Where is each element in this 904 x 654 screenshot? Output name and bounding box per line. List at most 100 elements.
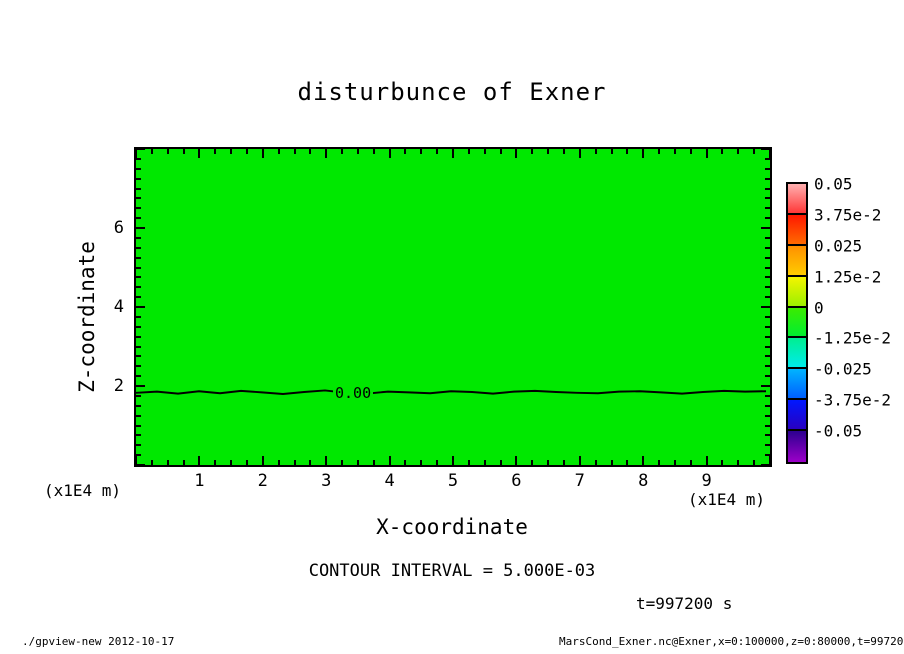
x-tick-bottom	[610, 460, 613, 465]
y-tick-right	[765, 335, 770, 338]
colorbar-band	[788, 276, 806, 308]
x-tick-top	[293, 149, 296, 154]
colorbar-band	[788, 369, 806, 401]
colorbar-tick-label: 3.75e-2	[814, 205, 882, 225]
x-tick-top	[547, 149, 550, 154]
x-tick-bottom	[372, 460, 375, 465]
x-tick-top	[642, 149, 645, 158]
x-tick-bottom	[436, 460, 439, 465]
y-tick-right	[761, 385, 770, 387]
colorbar-tick-label: 0.05	[814, 174, 853, 194]
colorbar-tick-label: 0	[814, 298, 824, 318]
y-tick-left	[136, 365, 141, 368]
x-tick-top	[372, 149, 375, 154]
x-tick-top	[166, 149, 169, 154]
y-tick-right	[765, 325, 770, 328]
x-tick-label: 3	[321, 471, 332, 491]
x-tick-bottom	[293, 460, 296, 465]
y-tick-right	[761, 148, 770, 150]
x-tick-bottom	[309, 460, 312, 465]
x-tick-bottom	[737, 460, 740, 465]
x-tick-label: 2	[257, 471, 268, 491]
x-tick-top	[245, 149, 248, 154]
y-tick-right	[765, 296, 770, 299]
colorbar-band	[788, 431, 806, 462]
y-tick-right	[765, 345, 770, 348]
x-tick-top	[214, 149, 217, 154]
y-tick-right	[765, 404, 770, 407]
y-tick-left	[136, 157, 141, 160]
x-tick-bottom	[753, 460, 756, 465]
y-tick-right	[761, 464, 770, 466]
x-tick-bottom	[658, 460, 661, 465]
x-tick-bottom	[230, 460, 233, 465]
x-tick-top	[182, 149, 185, 154]
x-tick-bottom	[769, 456, 771, 465]
x-tick-top	[404, 149, 407, 154]
y-tick-right	[765, 444, 770, 447]
x-tick-top	[594, 149, 597, 154]
x-tick-label: 4	[384, 471, 395, 491]
y-tick-right	[765, 157, 770, 160]
page-title: disturbunce of Exner	[297, 78, 607, 106]
contour-line-label: 0.00	[333, 384, 374, 402]
y-tick-right	[765, 187, 770, 190]
y-tick-left	[136, 217, 141, 220]
x-tick-top	[483, 149, 486, 154]
y-tick-left	[136, 207, 141, 210]
x-tick-top	[309, 149, 312, 154]
x-tick-label: 5	[447, 471, 459, 491]
colorbar	[786, 182, 808, 464]
x-tick-bottom	[277, 460, 280, 465]
colorbar-tick-label: -1.25e-2	[814, 328, 892, 348]
y-tick-left	[136, 375, 141, 378]
x-tick-top	[562, 149, 565, 154]
y-tick-right	[765, 434, 770, 437]
x-tick-bottom	[705, 456, 708, 465]
y-tick-left	[136, 404, 141, 407]
y-tick-right	[765, 207, 770, 210]
y-tick-right	[765, 177, 770, 180]
x-tick-label: 7	[574, 471, 585, 491]
y-tick-label: 4	[113, 297, 124, 317]
x-tick-top	[769, 149, 771, 158]
x-tick-top	[135, 149, 137, 158]
y-tick-left	[136, 266, 141, 269]
y-tick-right	[761, 227, 770, 229]
colorbar-tick-label: 0.025	[814, 236, 863, 256]
y-tick-right	[765, 246, 770, 249]
x-tick-bottom	[642, 456, 645, 465]
x-tick-top	[436, 149, 439, 154]
y-tick-right	[761, 306, 770, 308]
colorbar-band	[788, 307, 806, 339]
x-tick-bottom	[626, 460, 629, 465]
colorbar-tick-label: -0.05	[814, 421, 863, 441]
contour-line-svg	[136, 389, 767, 395]
x-tick-bottom	[515, 456, 518, 465]
colorbar-band	[788, 245, 806, 277]
x-tick-bottom	[198, 456, 201, 465]
y-tick-left	[136, 394, 141, 397]
x-tick-top	[150, 149, 153, 154]
y-tick-label: 2	[113, 376, 124, 396]
y-tick-left	[136, 256, 141, 259]
y-tick-left	[136, 385, 145, 387]
x-tick-bottom	[578, 456, 581, 465]
x-tick-top	[658, 149, 661, 154]
x-tick-top	[515, 149, 518, 158]
x-tick-bottom	[325, 456, 328, 465]
y-tick-right	[765, 375, 770, 378]
y-tick-right	[765, 217, 770, 220]
x-tick-bottom	[452, 456, 454, 465]
y-tick-left	[136, 345, 141, 348]
y-tick-left	[136, 177, 141, 180]
y-tick-right	[765, 424, 770, 427]
footer-source-label: MarsCond_Exner.nc@Exner,x=0:100000,z=0:8…	[559, 635, 904, 648]
y-tick-left	[136, 197, 141, 200]
y-tick-right	[765, 256, 770, 259]
x-tick-top	[467, 149, 470, 154]
x-tick-bottom	[673, 460, 676, 465]
x-tick-label: 6	[511, 471, 522, 491]
colorbar-band	[788, 400, 806, 431]
x-tick-bottom	[594, 460, 597, 465]
